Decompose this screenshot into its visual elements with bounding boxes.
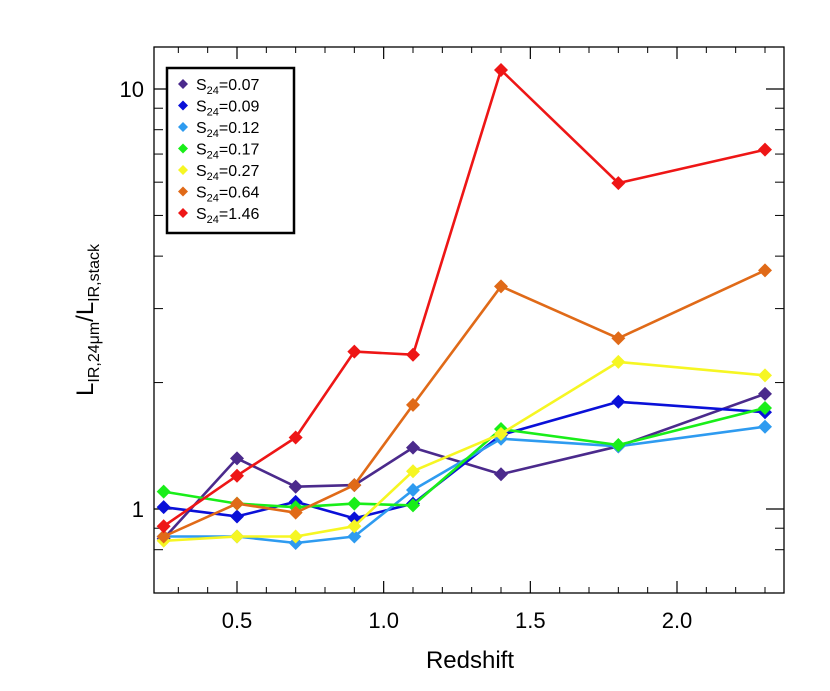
legend-item: S24=0.12 — [178, 120, 260, 140]
legend-marker — [178, 100, 188, 111]
data-point — [494, 62, 508, 77]
legend-label: S24=0.64 — [196, 185, 260, 205]
legend-marker — [178, 165, 188, 175]
series-line — [163, 360, 766, 543]
data-point — [758, 400, 772, 415]
x-axis-title: Redshift — [426, 647, 514, 674]
data-point — [156, 484, 171, 499]
y-axis-title-main: L — [72, 383, 99, 396]
legend-label: S24=0.07 — [196, 77, 260, 97]
data-point — [758, 263, 772, 278]
data-point — [230, 509, 244, 524]
series-3 — [156, 400, 772, 515]
data-point — [758, 368, 772, 383]
series-line — [163, 269, 766, 538]
data-point — [288, 529, 303, 544]
data-point — [758, 419, 772, 434]
series-line — [163, 425, 766, 545]
legend-label: S24=0.17 — [196, 142, 260, 162]
data-point — [156, 500, 171, 515]
data-point — [494, 279, 508, 294]
data-point — [406, 464, 420, 479]
legend-item: S24=0.17 — [178, 142, 260, 162]
data-point — [347, 529, 362, 544]
x-tick-label: 1.5 — [515, 608, 546, 633]
legend-item: S24=1.46 — [178, 206, 260, 226]
data-point — [288, 430, 303, 445]
legend-label: S24=1.46 — [196, 206, 260, 226]
data-point — [611, 394, 626, 409]
y-axis-title-sep: /L — [72, 302, 99, 322]
data-point — [347, 519, 362, 534]
y-axis-title: LIR,24μm/LIR,stack — [72, 243, 103, 396]
series-4 — [156, 354, 772, 548]
legend-label: S24=0.09 — [196, 99, 260, 119]
data-point — [406, 482, 420, 497]
series-5 — [156, 263, 772, 544]
data-point — [156, 519, 171, 534]
legend-label: S24=0.27 — [196, 163, 260, 183]
data-point — [230, 468, 244, 483]
legend-marker — [178, 122, 188, 132]
data-point — [611, 176, 626, 191]
y-axis-title-sub2: IR,stack — [86, 243, 103, 302]
data-point — [758, 386, 772, 401]
data-point — [230, 496, 244, 511]
data-point — [611, 438, 626, 453]
series-line — [163, 400, 766, 520]
data-point — [230, 451, 244, 466]
data-point — [758, 142, 772, 157]
legend-marker — [178, 79, 188, 89]
legend-item: S24=0.09 — [178, 99, 260, 119]
series-line — [162, 392, 766, 540]
data-point — [406, 347, 420, 362]
series-line — [162, 68, 766, 528]
legend-item: S24=0.07 — [178, 77, 260, 97]
x-tick-label: 2.0 — [662, 608, 693, 633]
series-2 — [156, 419, 772, 550]
data-point — [494, 426, 508, 441]
data-point — [288, 479, 303, 494]
y-tick-label: 1 — [132, 497, 144, 522]
series-layer — [156, 62, 772, 550]
plot-frame — [153, 46, 785, 594]
legend-box — [165, 66, 296, 235]
data-point — [347, 496, 362, 511]
data-point — [230, 529, 244, 544]
axis-tick-labels: 0.5 1.0 1.5 2.0 1 10 — [120, 77, 693, 633]
x-tick-label: 1.0 — [368, 608, 399, 633]
data-point — [288, 505, 303, 520]
series-line — [163, 406, 766, 509]
series-6 — [156, 62, 772, 534]
data-point — [406, 440, 420, 455]
legend-item: S24=0.27 — [178, 163, 260, 183]
legend-marker — [178, 208, 188, 218]
data-point — [156, 529, 171, 544]
data-point — [347, 478, 362, 493]
axis-ticks — [154, 47, 784, 593]
legend-marker — [178, 143, 188, 154]
legend: S24=0.07S24=0.09S24=0.12S24=0.17S24=0.27… — [165, 66, 296, 235]
data-point — [494, 467, 508, 482]
series-0 — [156, 386, 772, 546]
legend-label: S24=0.12 — [196, 120, 260, 140]
legend-marker — [178, 186, 188, 197]
data-point — [406, 397, 420, 412]
y-axis-title-sub: IR,24μm — [86, 322, 103, 383]
data-point — [611, 331, 626, 346]
data-point — [611, 354, 626, 369]
data-point — [347, 344, 362, 359]
data-point — [406, 498, 420, 513]
y-tick-label: 10 — [120, 77, 144, 102]
legend-item: S24=0.64 — [178, 185, 260, 205]
x-tick-label: 0.5 — [222, 608, 253, 633]
